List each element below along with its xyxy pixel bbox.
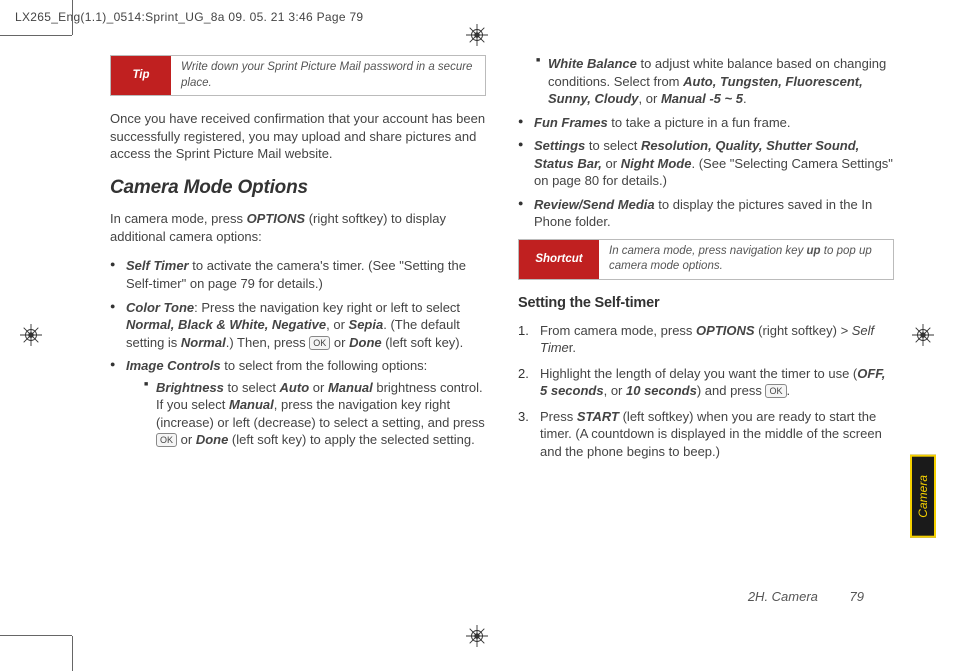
tip-text: Write down your Sprint Picture Mail pass… [171,56,485,95]
heading-self-timer: Setting the Self-timer [518,294,894,314]
right-column: White Balance to adjust white balance ba… [518,55,894,555]
subbullet-brightness: Brightness to select Auto or Manual brig… [126,379,486,449]
bullet-review-send: Review/Send Media to display the picture… [518,196,894,231]
footer-section: 2H. Camera [748,589,818,604]
shortcut-callout: Shortcut In camera mode, press navigatio… [518,239,894,280]
registration-mark-icon [466,625,488,647]
page-number: 79 [850,589,864,604]
section-tab: Camera [910,455,936,538]
registration-mark-icon [20,324,42,346]
subbullet-white-balance: White Balance to adjust white balance ba… [518,55,894,108]
print-header: LX265_Eng(1.1)_0514:Sprint_UG_8a 09. 05.… [15,10,363,24]
lead-paragraph: In camera mode, press OPTIONS (right sof… [110,210,486,245]
bullet-settings: Settings to select Resolution, Quality, … [518,137,894,190]
bullet-fun-frames: Fun Frames to take a picture in a fun fr… [518,114,894,132]
bullet-color-tone: Color Tone: Press the navigation key rig… [110,299,486,352]
crop-mark [0,635,72,636]
crop-mark [0,35,72,36]
tip-label: Tip [111,56,171,95]
step-2: Highlight the length of delay you want t… [518,365,894,400]
registration-mark-icon [912,324,934,346]
heading-camera-mode-options: Camera Mode Options [110,175,486,201]
crop-mark [72,636,73,671]
bullet-image-controls: Image Controls to select from the follow… [110,357,486,449]
bullet-self-timer: Self Timer to activate the camera's time… [110,257,486,292]
crop-mark [72,0,73,35]
step-1: From camera mode, press OPTIONS (right s… [518,322,894,357]
left-column: Tip Write down your Sprint Picture Mail … [110,55,486,555]
page-content: Tip Write down your Sprint Picture Mail … [110,55,894,616]
shortcut-label: Shortcut [519,240,599,279]
shortcut-text: In camera mode, press navigation key up … [599,240,893,279]
step-3: Press START (left softkey) when you are … [518,408,894,461]
intro-paragraph: Once you have received confirmation that… [110,110,486,163]
page-footer: 2H. Camera 79 [748,589,864,604]
tip-callout: Tip Write down your Sprint Picture Mail … [110,55,486,96]
registration-mark-icon [466,24,488,46]
